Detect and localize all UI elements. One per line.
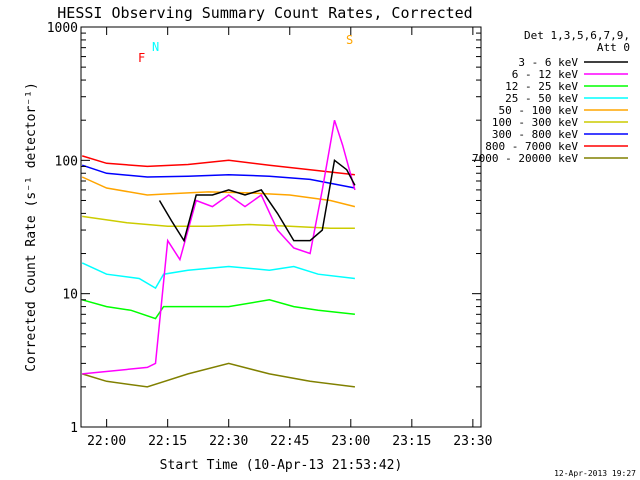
x-axis-label: Start Time (10-Apr-13 21:53:42) xyxy=(160,458,403,473)
series-line-8-0 xyxy=(81,362,355,388)
series-line-1-0 xyxy=(82,119,356,375)
legend-label-3: 25 - 50 keV xyxy=(505,92,578,105)
annotation-label-2: S xyxy=(346,33,353,47)
y-tick-label: 10 xyxy=(62,288,78,303)
plot-frame xyxy=(80,26,482,428)
series-line-7-0 xyxy=(81,155,355,176)
y-tick-label: 1 xyxy=(70,421,78,436)
y-tick-label: 100 xyxy=(55,154,78,169)
legend-label-1: 6 - 12 keV xyxy=(512,68,579,81)
annotation-label-0: N xyxy=(152,40,159,54)
series-line-0-0 xyxy=(158,158,356,243)
series-line-3-0 xyxy=(81,262,355,290)
axes: 22:00 22:15 22:30 22:45 23:00 23:15 23:30 1 10 10… xyxy=(47,21,493,449)
x-tick-label: 22:30 xyxy=(209,434,248,449)
series-line-4-0 xyxy=(81,176,356,208)
x-tick-label: 23:30 xyxy=(453,434,492,449)
series-line-5-0 xyxy=(82,215,355,229)
x-tick-label: 22:00 xyxy=(87,434,126,449)
legend-label-2: 12 - 25 keV xyxy=(505,80,578,93)
x-tick-label: 23:15 xyxy=(392,434,431,449)
series-line-6-0 xyxy=(81,164,356,189)
series-line-2-0 xyxy=(81,299,355,320)
x-tick-label: 23:00 xyxy=(331,434,370,449)
x-tick-label: 22:45 xyxy=(270,434,309,449)
chart-title: HESSI Observing Summary Count Rates, Cor… xyxy=(57,4,472,22)
legend-title-line-1: Det 1,3,5,6,7,9, xyxy=(524,29,630,42)
legend-label-7: 800 - 7000 keV xyxy=(485,140,578,153)
footer-timestamp: 12-Apr-2013 19:27 xyxy=(554,469,636,478)
y-axis-label: Corrected Count Rate (s⁻¹ detector⁻¹) xyxy=(24,82,39,372)
legend-label-0: 3 - 6 keV xyxy=(518,56,578,69)
x-tick-label: 22:15 xyxy=(148,434,187,449)
legend-title-line-2: Att 0 xyxy=(597,41,630,54)
annotation-label-1: F xyxy=(138,51,145,65)
y-tick-label: 1000 xyxy=(47,21,78,36)
legend-label-5: 100 - 300 keV xyxy=(492,116,578,129)
legend-label-8: 7000 - 20000 keV xyxy=(472,152,578,165)
legend-label-6: 300 - 800 keV xyxy=(492,128,578,141)
plot-area: NF S xyxy=(81,33,356,388)
legend-label-4: 50 - 100 keV xyxy=(499,104,579,117)
